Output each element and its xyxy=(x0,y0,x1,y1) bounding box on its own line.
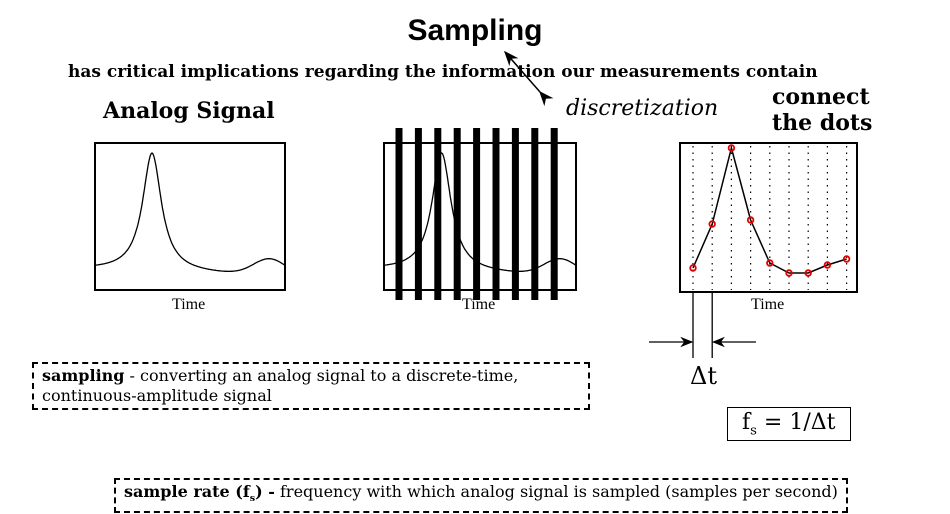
sampling-bar xyxy=(511,128,519,300)
sampling-definition: sampling - converting an analog signal t… xyxy=(32,362,590,410)
sample-rate-formula: fs = 1/Δt xyxy=(727,407,851,442)
sample-point xyxy=(842,255,851,263)
discretization-label: discretization xyxy=(566,96,719,121)
sampling-bar xyxy=(531,128,539,300)
sample-point xyxy=(708,220,716,228)
sampling-bar xyxy=(414,128,422,300)
connect-line1: connect xyxy=(772,84,870,110)
dots-plot-frame xyxy=(679,142,858,293)
slide-title: Sampling xyxy=(407,14,543,47)
connected-samples-line xyxy=(692,145,847,274)
sampling-bar xyxy=(550,128,558,300)
delta-t-label: Δt xyxy=(690,362,717,390)
connect-dots-label: connect the dots xyxy=(772,84,872,136)
sampling-bar xyxy=(473,128,481,300)
sample-point xyxy=(689,264,697,272)
sample-point xyxy=(727,144,736,152)
analog-signal-curve xyxy=(94,152,286,273)
sample-point xyxy=(823,261,832,269)
sample-rate-definition: sample rate (fs) - frequency with which … xyxy=(114,478,848,514)
sampling-bar xyxy=(453,128,461,300)
sampling-bar xyxy=(492,128,500,300)
sample-point xyxy=(804,269,812,277)
time-axis-label-dots: Time xyxy=(751,296,785,313)
connect-line2: the dots xyxy=(772,110,873,136)
time-axis-label-sampling: Time xyxy=(462,296,496,313)
slide-subtitle: has critical implications regarding the … xyxy=(68,62,818,82)
sampling-bar xyxy=(434,128,442,300)
time-axis-label-analog: Time xyxy=(172,296,206,313)
sample-point xyxy=(746,216,755,224)
discretization-arrow xyxy=(504,50,554,107)
analog-plot-frame xyxy=(94,142,286,291)
sampling-bar xyxy=(395,128,403,300)
analog-signal-label: Analog Signal xyxy=(103,98,275,124)
sample-point xyxy=(766,259,774,267)
sample-point xyxy=(785,269,793,277)
